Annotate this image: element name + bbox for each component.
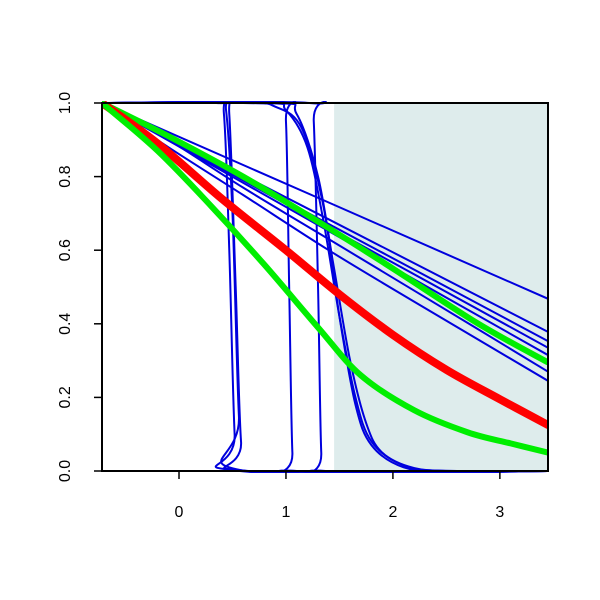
blue-series-line-6 bbox=[102, 102, 548, 373]
y-tick-label: 1.0 bbox=[57, 92, 74, 114]
x-tick-label: 2 bbox=[388, 504, 397, 521]
green-series-line-16 bbox=[102, 101, 548, 366]
green-series-line-18 bbox=[102, 101, 548, 456]
y-tick-label: 0.4 bbox=[57, 313, 74, 335]
y-axis: 0.0 0.2 0.4 0.6 0.8 1.0 bbox=[57, 92, 102, 482]
y-tick-label: 0.8 bbox=[57, 165, 74, 187]
shaded-region bbox=[334, 103, 548, 471]
x-tick-label: 3 bbox=[495, 504, 504, 521]
plot-frame bbox=[101, 102, 549, 472]
y-tick-label: 0.6 bbox=[57, 239, 74, 261]
x-tick-label: 1 bbox=[282, 504, 291, 521]
red-series-line-17 bbox=[102, 101, 548, 429]
y-tick-label: 0.0 bbox=[57, 460, 74, 482]
x-axis: 0 1 2 3 bbox=[175, 471, 504, 521]
x-tick-label: 0 bbox=[175, 504, 184, 521]
y-tick-label: 0.2 bbox=[57, 386, 74, 408]
